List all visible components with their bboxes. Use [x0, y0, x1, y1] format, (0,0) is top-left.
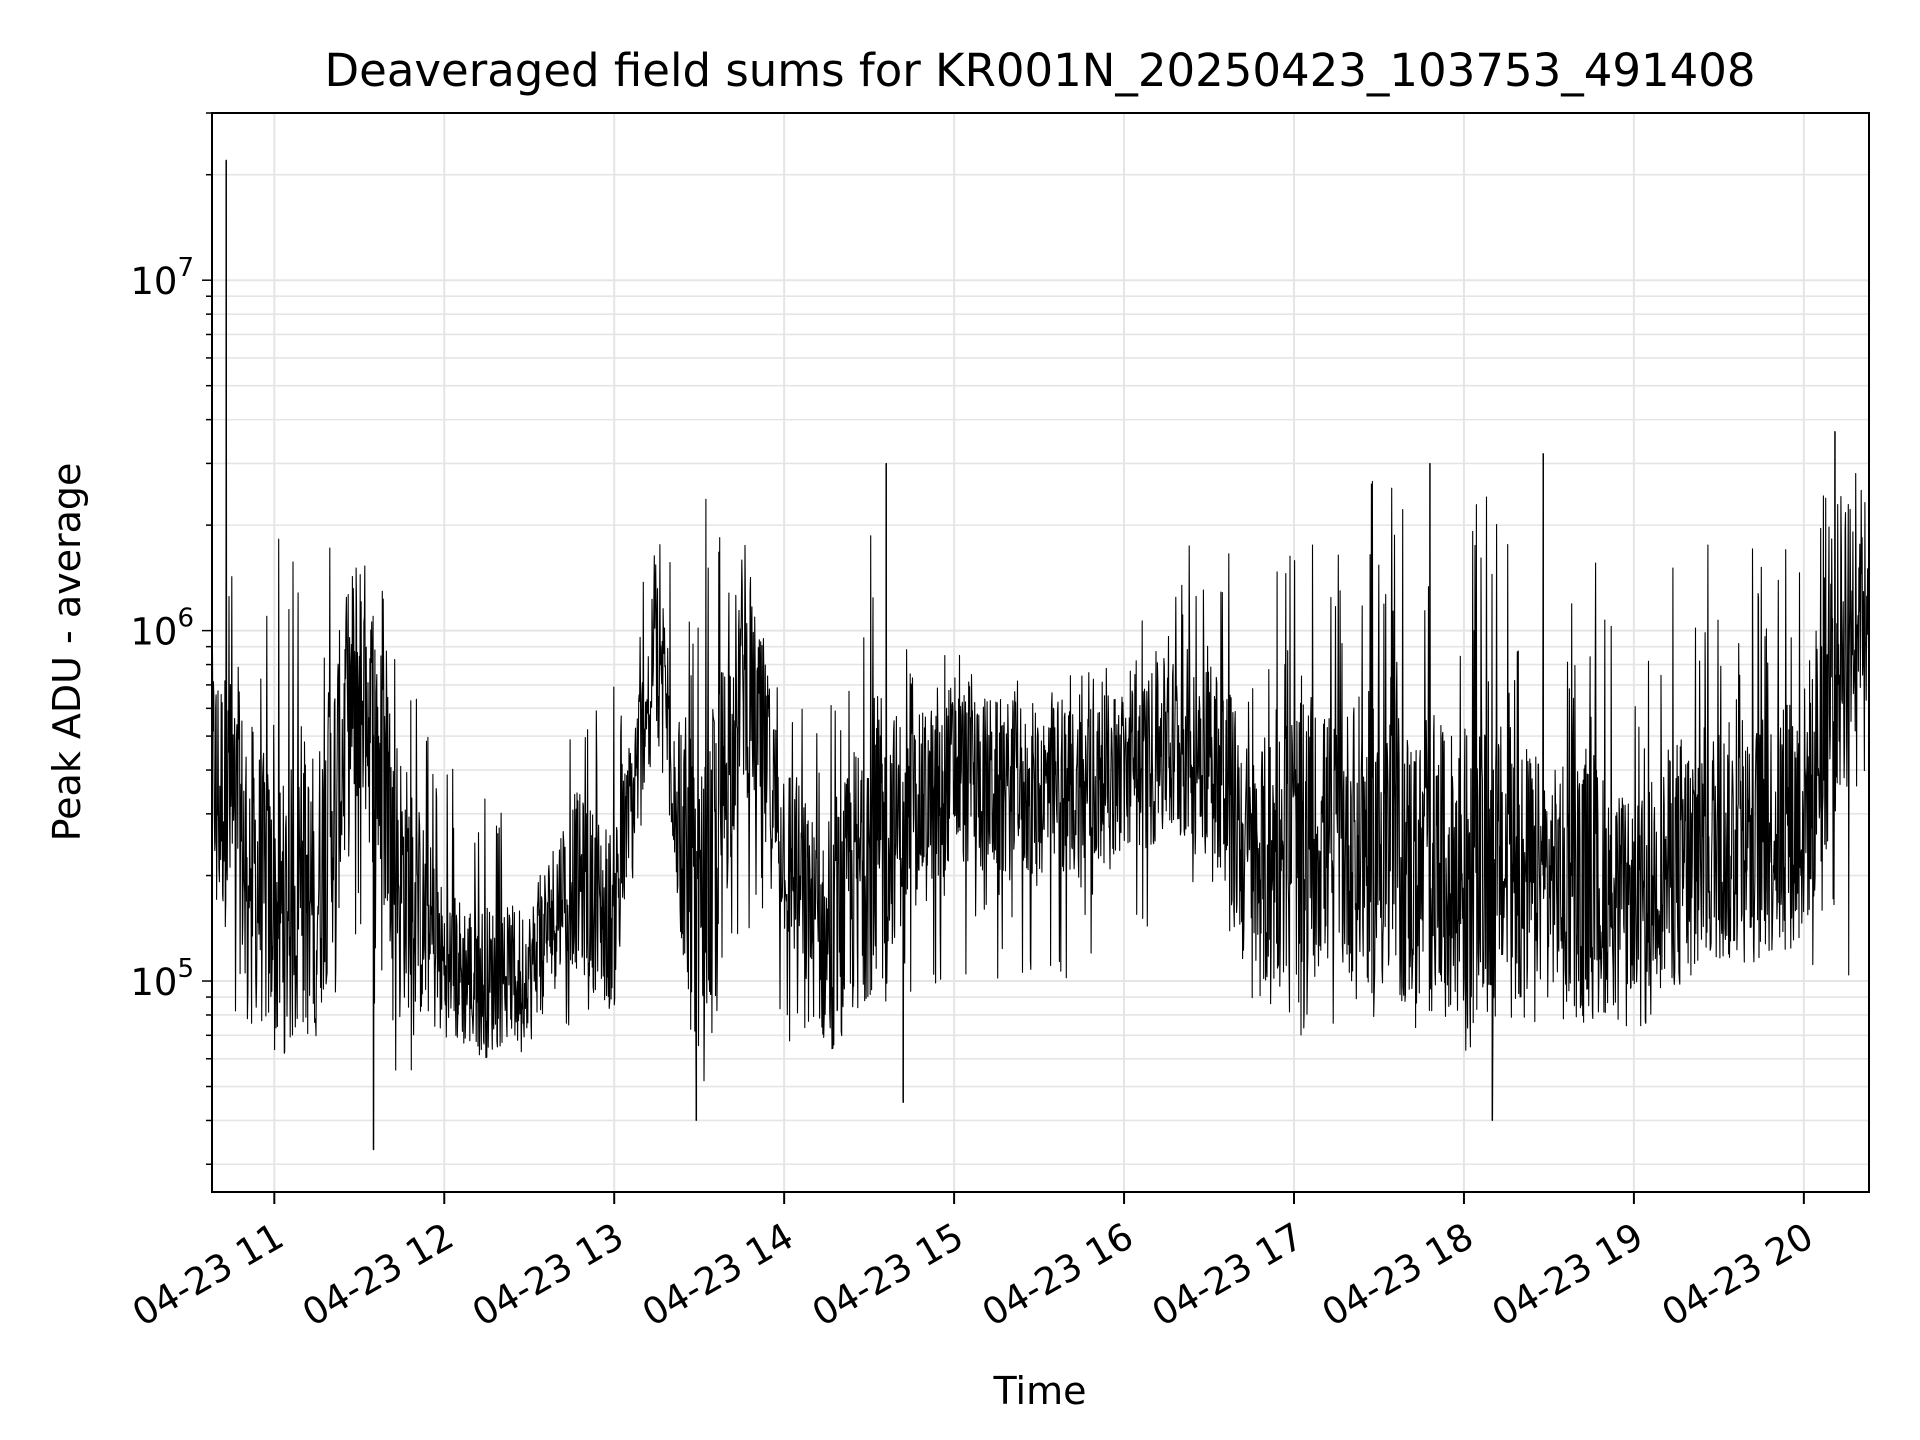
- series-line: [212, 159, 1869, 1151]
- y-tick-label: 107: [130, 253, 194, 303]
- y-axis-label: Peak ADU - average: [45, 463, 89, 842]
- y-tick-base: 10: [130, 611, 177, 654]
- x-axis-label: Time: [993, 1369, 1087, 1413]
- y-tick-base: 10: [130, 961, 177, 1004]
- y-tick-exponent: 7: [177, 253, 194, 283]
- data-series: [212, 159, 1869, 1151]
- y-tick-exponent: 5: [177, 954, 194, 984]
- y-tick-base: 10: [130, 260, 177, 303]
- plot-area-frame: [211, 112, 1870, 1193]
- y-tick-label: 105: [130, 954, 194, 1004]
- y-tick-exponent: 6: [177, 604, 194, 634]
- y-tick-label: 106: [130, 604, 194, 654]
- chart-title: Deaveraged field sums for KR001N_2025042…: [325, 44, 1756, 97]
